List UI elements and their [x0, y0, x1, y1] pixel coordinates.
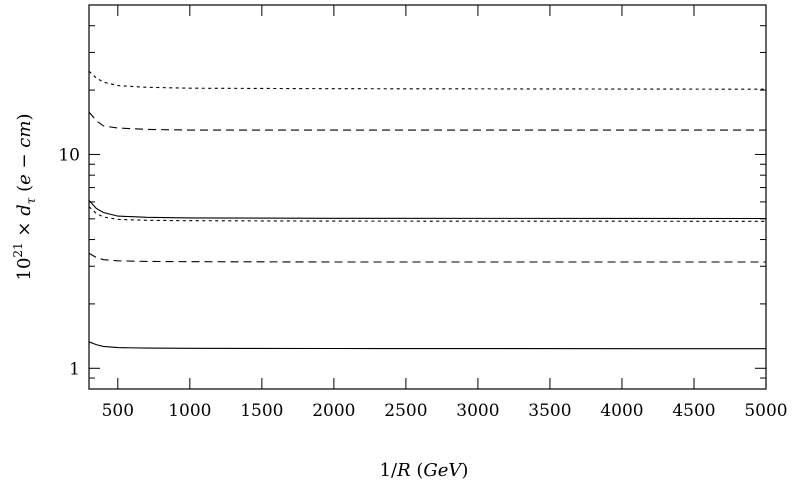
x-axis-title: 1/R (GeV)	[380, 460, 469, 481]
x-axis-title-unit: GeV	[423, 460, 463, 481]
x-tick-label: 500	[102, 401, 134, 421]
y-tick-label: 1	[69, 359, 80, 379]
x-axis-title-var: R	[396, 460, 411, 481]
x-tick-label: 5000	[744, 401, 787, 421]
x-tick-label: 4500	[672, 401, 715, 421]
x-tick-label: 1000	[168, 401, 211, 421]
y-axis-title-unit-open: (	[14, 185, 35, 198]
plot-frame	[88, 4, 767, 390]
series-line-2	[88, 111, 766, 131]
x-axis-title-unit-open: (	[411, 460, 424, 481]
y-axis-title: 1021 × dτ (e − cm)	[11, 113, 38, 280]
y-axis-title-times: ×	[14, 216, 35, 243]
x-tick-label: 2500	[384, 401, 427, 421]
series-line-1	[88, 70, 767, 90]
x-tick-label: 3000	[456, 401, 499, 421]
x-axis-title-main: 1/	[380, 460, 398, 481]
series-layer	[88, 70, 767, 350]
x-tick-label: 1500	[240, 401, 283, 421]
series-line-6	[88, 341, 767, 350]
x-tick-label: 2000	[312, 401, 355, 421]
y-axis-title-sub: τ	[24, 197, 38, 204]
y-axis-title-exp: 21	[11, 242, 25, 257]
series-line-5	[88, 252, 766, 263]
y-axis-title-var: d	[14, 204, 35, 216]
x-tick-label: 4000	[600, 401, 643, 421]
y-tick-label: 10	[58, 145, 80, 165]
x-axis-title-unit-close: )	[461, 460, 468, 481]
y-axis-title-minus: −	[14, 148, 35, 175]
series-line-3	[88, 200, 767, 220]
y-axis-title-base: 10	[14, 258, 35, 281]
y-axis-title-unit-close: )	[14, 113, 35, 120]
y-axis-title-unit-e: e	[14, 174, 35, 185]
series-line-4	[88, 206, 767, 222]
x-tick-label: 3500	[528, 401, 571, 421]
ticks-layer: 500 1000 1500 2000 2500 3000 3500 4000 4500 5000 1…	[58, 4, 788, 421]
y-axis-title-unit-cm: cm	[14, 121, 35, 148]
